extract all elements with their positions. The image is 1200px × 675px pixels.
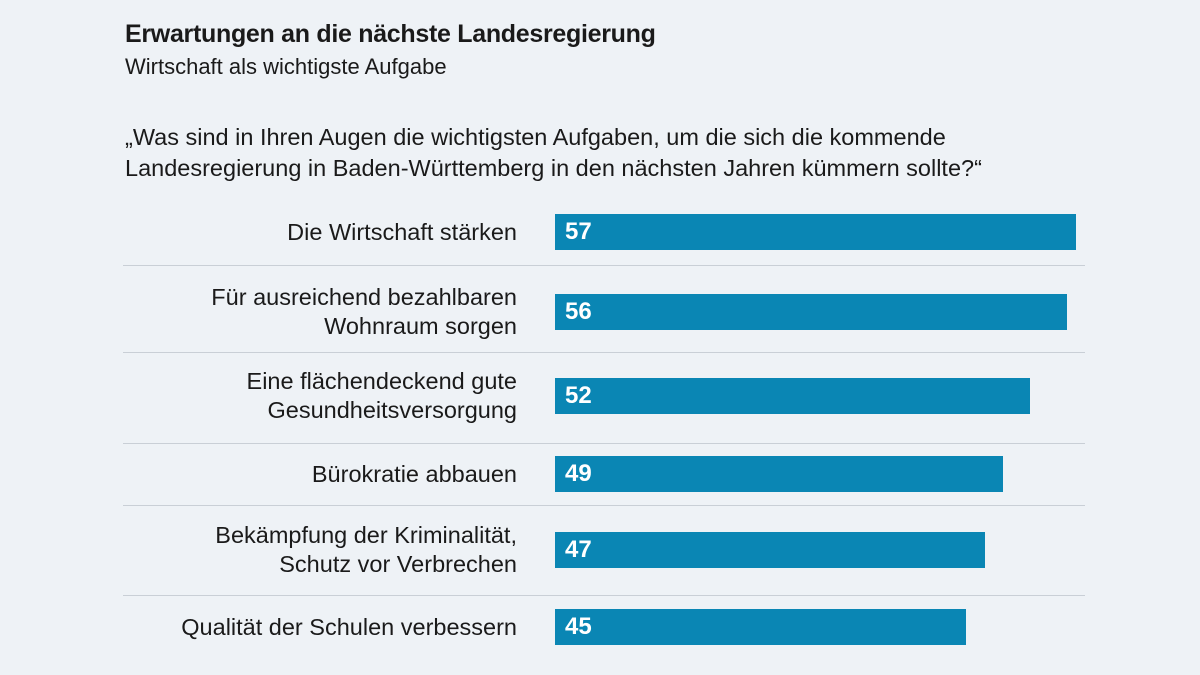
category-label: Für ausreichend bezahlbaren Wohnraum sor… [211, 284, 517, 339]
data-label: 56 [565, 298, 592, 325]
bar: 49 [555, 456, 1003, 492]
category-label: Qualität der Schulen verbessern [181, 613, 517, 640]
row-divider [123, 595, 1085, 596]
data-label: 45 [565, 613, 592, 640]
row-divider [123, 265, 1085, 266]
bar: 56 [555, 294, 1067, 330]
category-label: Die Wirtschaft stärken [287, 218, 517, 245]
data-label: 47 [565, 536, 592, 563]
data-label: 52 [565, 382, 592, 409]
chart-title: Erwartungen an die nächste Landesregieru… [125, 20, 656, 48]
bar: 52 [555, 378, 1031, 414]
row-divider [123, 443, 1085, 444]
row-divider [123, 505, 1085, 506]
category-label: Bekämpfung der Kriminalität, Schutz vor … [215, 522, 517, 577]
data-label: 57 [565, 218, 592, 245]
category-label: Eine flächendeckend gute Gesundheitsvers… [246, 368, 517, 423]
bar: 47 [555, 532, 985, 568]
chart-subtitle: Wirtschaft als wichtigste Aufgabe [125, 54, 447, 79]
data-label: 49 [565, 460, 592, 487]
row-divider [123, 352, 1085, 353]
bar: 45 [555, 609, 967, 645]
survey-question: „Was sind in Ihren Augen die wichtigsten… [125, 124, 982, 181]
category-label: Bürokratie abbauen [311, 460, 517, 487]
bar: 57 [555, 214, 1076, 250]
